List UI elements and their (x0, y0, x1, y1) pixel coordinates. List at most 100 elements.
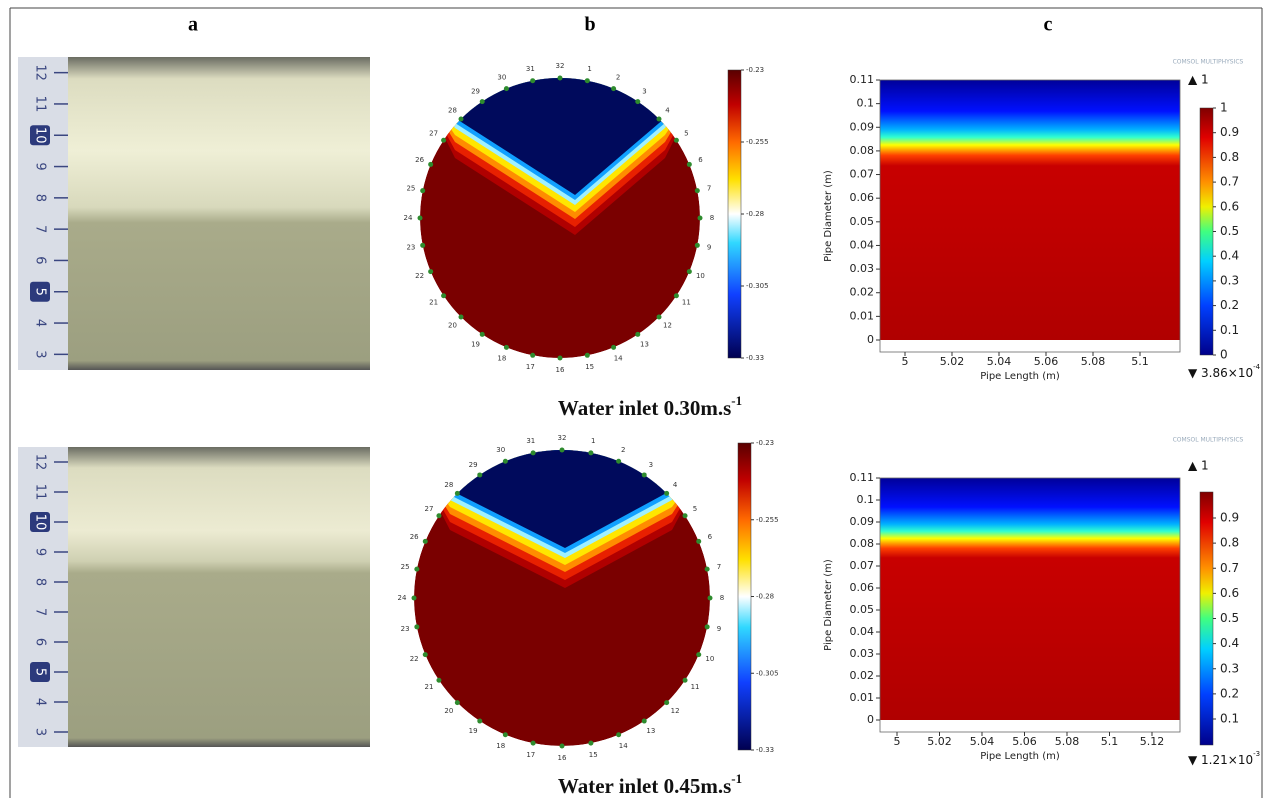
ruler-label: 5 (33, 288, 48, 296)
electrode (420, 188, 426, 194)
electrode-label: 4 (665, 107, 670, 115)
ruler (18, 57, 68, 370)
electrode-label: 2 (621, 446, 625, 454)
plot-frame (879, 79, 1181, 353)
electrode-label: 18 (497, 354, 506, 362)
electrode (502, 458, 508, 464)
electrode (616, 732, 622, 738)
min-label: ▼ 1.21×10-3 (1188, 750, 1260, 767)
colorbar-tick-label: 0.3 (1220, 273, 1239, 287)
y-tick-label: 0.11 (850, 471, 875, 484)
colorbar-tick-label: -0.305 (756, 669, 779, 677)
ruler (18, 447, 68, 747)
colorbar-tick-label: -0.255 (756, 516, 779, 524)
colorbar-tick-label: -0.305 (746, 282, 769, 290)
y-tick-label: 0.1 (857, 493, 875, 506)
x-axis-label: Pipe Length (m) (980, 371, 1060, 382)
simulation-field (880, 80, 1180, 340)
electrode (441, 293, 447, 299)
electrode (686, 161, 692, 167)
electrode-label: 25 (406, 184, 415, 192)
caption-text: Water inlet 0.30m.s (558, 396, 731, 420)
colorbar-tick-label: -0.28 (746, 210, 764, 218)
electrode-label: 25 (401, 563, 410, 571)
colorbar-tick-label: 0.9 (1220, 125, 1239, 139)
electrode-label: 17 (526, 751, 535, 759)
y-tick-label: 0.04 (850, 625, 875, 638)
electrode-label: 1 (591, 437, 595, 445)
colorbar-tick-label: -0.23 (756, 439, 774, 447)
y-tick-label: 0.07 (850, 168, 875, 181)
electrode (611, 344, 617, 350)
x-tick-label: 5.06 (1012, 735, 1037, 748)
electrode (704, 624, 710, 630)
photo (68, 447, 370, 747)
electrode-label: 32 (556, 62, 565, 70)
electrode-label: 10 (705, 655, 714, 663)
electrode (428, 161, 434, 167)
y-axis-label: Pipe Diameter (m) (823, 559, 834, 651)
ruler-label: 8 (33, 578, 48, 586)
colorbar-tick-label: 0.8 (1220, 536, 1239, 550)
ruler-label: 9 (33, 162, 48, 170)
ruler-label: 11 (33, 96, 48, 113)
electrode-label: 10 (696, 272, 705, 280)
electrode (454, 490, 460, 496)
caption: Water inlet 0.45m.s-1 (558, 771, 742, 798)
electrode (458, 314, 464, 320)
y-tick-label: 0.01 (850, 691, 875, 704)
electrode-label: 12 (671, 707, 680, 715)
colorbar-tick-label: 0 (1220, 348, 1228, 362)
electrode (557, 355, 563, 361)
electrode (641, 472, 647, 478)
electrode-label: 14 (614, 354, 623, 362)
ruler-box (30, 662, 50, 682)
simulation-colorbar (1199, 107, 1214, 356)
electrode-label: 27 (429, 130, 438, 138)
ruler-label: 4 (33, 698, 48, 706)
tomogram (420, 78, 700, 358)
x-tick-label: 5.08 (1055, 735, 1080, 748)
electrode (696, 652, 702, 658)
electrode-label: 8 (710, 214, 714, 222)
electrode (428, 269, 434, 275)
electrode-label: 13 (646, 727, 655, 735)
min-label-exponent: -4 (1253, 363, 1261, 371)
logo: COMSOL MULTIPHYSICS (1173, 59, 1244, 66)
y-tick-label: 0.03 (850, 262, 875, 275)
min-label: ▼ 3.86×10-4 (1188, 363, 1261, 380)
electrode (422, 538, 428, 544)
y-tick-label: 0.02 (850, 286, 875, 299)
electrode (411, 595, 417, 601)
electrode-label: 32 (558, 434, 567, 442)
colorbar-tick-label: 0.1 (1220, 323, 1239, 337)
ruler-label: 12 (33, 454, 48, 471)
electrode (557, 75, 563, 81)
electrode-label: 31 (526, 65, 535, 73)
electrode-label: 9 (717, 625, 721, 633)
electrode (414, 566, 420, 572)
colorbar-tick-label: 0.1 (1220, 712, 1239, 726)
caption-exponent: -1 (731, 771, 742, 786)
colorbar-tick-label: -0.255 (746, 138, 769, 146)
electrode-label: 1 (587, 65, 591, 73)
colorbar-tick-label: 0.8 (1220, 150, 1239, 164)
electrode (530, 740, 536, 746)
y-tick-label: 0.08 (850, 537, 875, 550)
electrode-label: 26 (410, 533, 419, 541)
y-tick-label: 0.09 (850, 120, 875, 133)
ruler-label: 12 (33, 64, 48, 81)
electrode (436, 677, 442, 683)
ruler-label: 4 (33, 319, 48, 327)
y-tick-label: 0.09 (850, 515, 875, 528)
electrode (458, 116, 464, 122)
electrode-label: 7 (707, 184, 711, 192)
electrode (441, 137, 447, 143)
electrode-label: 14 (619, 742, 628, 750)
min-label-base: ▼ 1.21×10 (1188, 753, 1253, 767)
electrode (417, 215, 423, 221)
colorbar-tick-label: 0.5 (1220, 611, 1239, 625)
caption: Water inlet 0.30m.s-1 (558, 393, 742, 420)
colorbar-tick-label: -0.33 (746, 354, 764, 362)
